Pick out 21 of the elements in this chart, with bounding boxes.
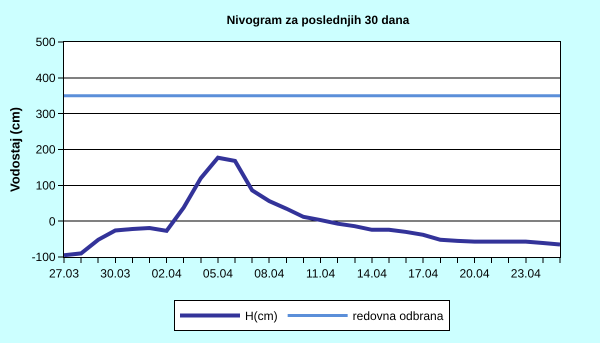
y-tick-label: 0 (48, 214, 56, 228)
y-tick-label: 300 (36, 106, 56, 121)
x-tick-label: 30.03 (100, 266, 131, 280)
y-tick-label: 500 (36, 35, 56, 50)
x-tick-label: 14.04 (356, 266, 388, 280)
x-tick-label: 11.04 (306, 266, 336, 280)
y-axis-title: Vodostaj (cm) (8, 107, 23, 192)
legend-label: redovna odbrana (352, 309, 444, 324)
x-tick-label: 05.04 (202, 266, 234, 280)
x-tick-label: 27.03 (48, 266, 80, 280)
x-tick-label: 20.04 (459, 266, 490, 280)
y-tick-label: 100 (36, 178, 56, 193)
x-tick-label: 23.04 (510, 266, 542, 280)
legend-label: H(cm) (245, 309, 278, 324)
x-tick-label: 08.04 (254, 266, 285, 280)
y-tick-label: 200 (36, 142, 56, 157)
x-tick-label: 02.04 (152, 266, 182, 280)
y-tick-label: -100 (32, 250, 56, 264)
y-tick-label: 400 (36, 71, 56, 86)
x-tick-label: 17.04 (408, 266, 439, 280)
chart-title: Nivogram za poslednjih 30 dana (226, 12, 410, 27)
